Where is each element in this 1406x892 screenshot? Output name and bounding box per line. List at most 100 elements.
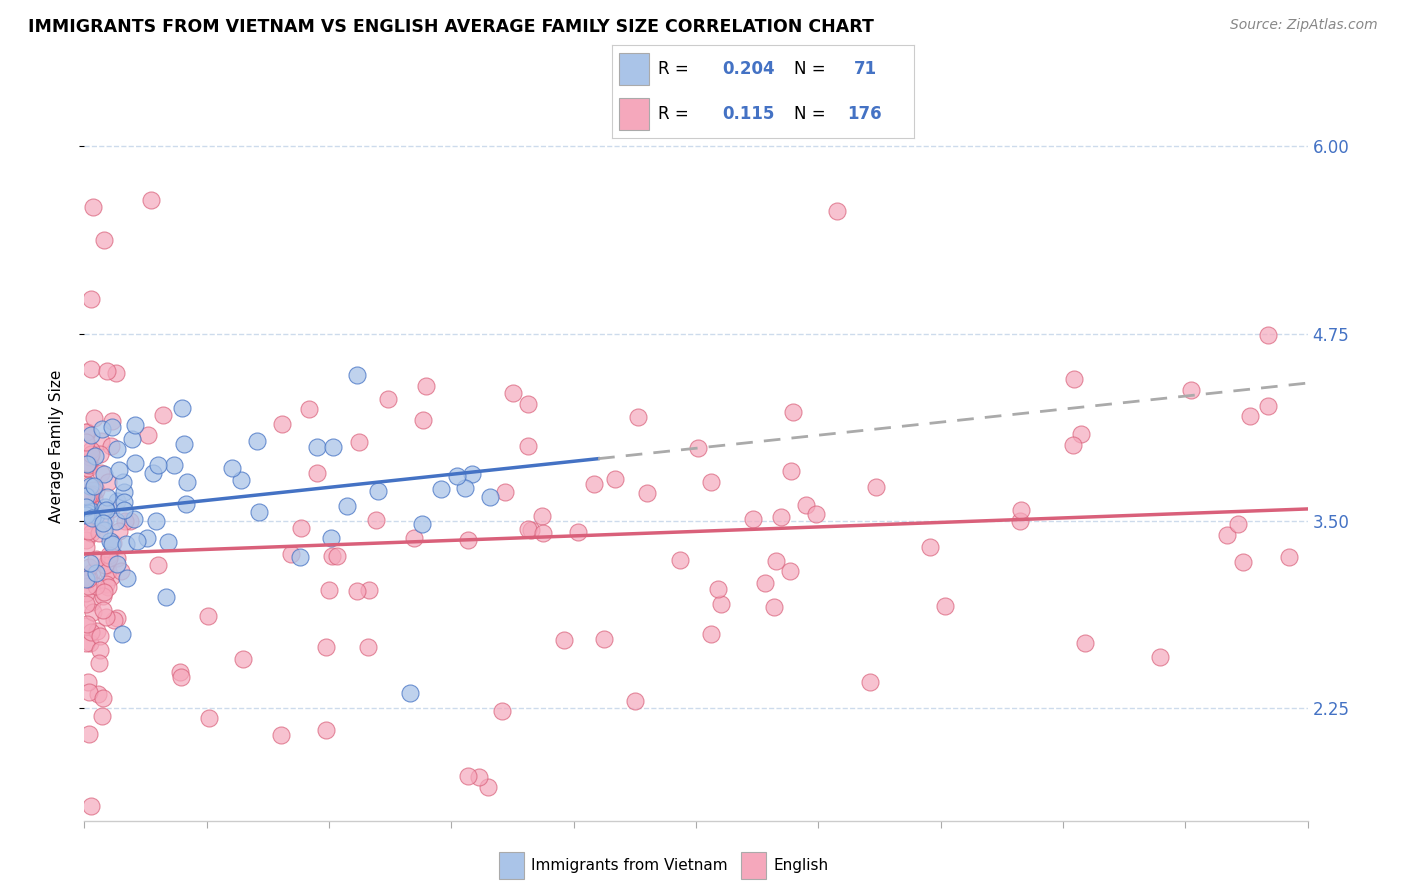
Point (91, 690, 114, 705)
Point (122, 512, 145, 526)
Point (121, 432, 143, 446)
Point (80, 595, 103, 609)
Text: IMMIGRANTS FROM VIETNAM VS ENGLISH AVERAGE FAMILY SIZE CORRELATION CHART: IMMIGRANTS FROM VIETNAM VS ENGLISH AVERA… (28, 18, 875, 36)
Point (94, 500, 117, 514)
Point (112, 485, 135, 500)
Point (478, 490, 501, 504)
Point (686, 441, 709, 455)
Point (86, 624, 108, 638)
Point (172, 401, 194, 416)
Point (97, 565, 120, 579)
Point (1180, 383, 1202, 397)
Point (80, 361, 103, 376)
Point (754, 576, 776, 591)
Point (1227, 517, 1250, 532)
Text: R =: R = (658, 60, 695, 78)
Point (322, 440, 344, 454)
Point (115, 537, 138, 551)
Point (146, 558, 169, 572)
Point (125, 533, 148, 548)
Point (108, 524, 131, 539)
Point (359, 582, 381, 597)
Point (1239, 409, 1261, 423)
Point (146, 458, 169, 473)
Point (96, 577, 118, 591)
Point (412, 412, 434, 426)
Text: N =: N = (794, 60, 831, 78)
Point (91, 603, 114, 617)
Point (477, 780, 499, 795)
Point (415, 379, 437, 393)
Point (77, 571, 100, 585)
Point (1010, 503, 1032, 517)
Text: 71: 71 (853, 60, 876, 78)
Point (155, 591, 177, 605)
Point (79, 556, 101, 570)
Point (75, 488, 97, 502)
Point (779, 565, 801, 579)
Point (806, 507, 828, 521)
Point (934, 599, 956, 614)
Point (84, 483, 107, 498)
Point (1063, 372, 1085, 386)
Point (517, 522, 540, 536)
Point (101, 419, 124, 434)
Point (780, 464, 803, 478)
Point (430, 483, 453, 497)
Point (75, 533, 97, 547)
Point (315, 723, 337, 737)
Point (1074, 636, 1097, 650)
Point (94, 513, 117, 527)
Point (627, 410, 650, 425)
Point (163, 458, 186, 472)
Point (91, 590, 114, 604)
Point (93, 467, 115, 481)
Point (75, 514, 97, 528)
Point (623, 693, 645, 707)
Point (77, 458, 100, 472)
Point (90, 466, 112, 480)
Point (75, 635, 97, 649)
Point (87, 687, 110, 701)
Point (94, 558, 117, 573)
Point (326, 549, 349, 563)
Point (79, 488, 101, 502)
Point (110, 564, 132, 578)
Point (136, 531, 159, 545)
Point (93, 524, 115, 538)
Point (94, 503, 117, 517)
Point (75, 541, 97, 555)
Point (605, 472, 627, 486)
Point (176, 475, 198, 489)
Point (100, 502, 122, 516)
Point (79, 504, 101, 518)
Point (97, 580, 120, 594)
Point (156, 535, 179, 549)
Point (307, 466, 329, 480)
Point (77, 500, 100, 515)
Point (75, 500, 97, 515)
Bar (619, 53, 650, 85)
Point (124, 417, 146, 432)
Point (517, 397, 540, 411)
Point (77, 456, 100, 470)
Point (318, 583, 340, 598)
Point (100, 570, 122, 584)
Point (75, 434, 97, 449)
Point (77, 675, 100, 690)
Point (97, 475, 120, 490)
Point (700, 627, 723, 641)
Point (75, 597, 97, 611)
Point (79, 635, 101, 649)
Point (636, 485, 658, 500)
Point (98, 534, 121, 549)
Point (468, 770, 491, 784)
Point (96, 558, 118, 573)
Point (357, 640, 380, 654)
Point (827, 204, 849, 219)
Point (76, 425, 98, 440)
Point (865, 480, 887, 494)
Point (80, 510, 103, 524)
Point (77, 573, 100, 587)
Point (76, 579, 98, 593)
